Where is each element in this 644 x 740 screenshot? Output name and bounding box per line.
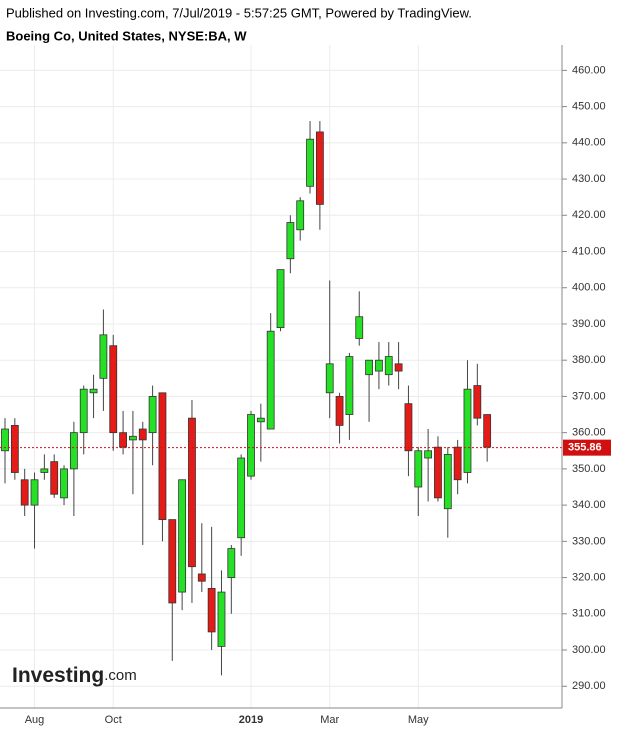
candle-body (40, 468, 49, 473)
candle-body (10, 425, 19, 473)
candle-body (247, 414, 255, 477)
candle-body (365, 359, 373, 376)
candle-body (443, 453, 452, 510)
y-tick-label: 390.00 (572, 318, 606, 330)
x-tick-label: Oct (105, 714, 122, 726)
candle-body (335, 396, 344, 426)
candle-body (315, 131, 324, 205)
candle-body (50, 461, 59, 495)
candle-body (168, 519, 177, 604)
instrument-title: Boeing Co, United States, NYSE:BA, W (6, 28, 247, 43)
candle-body (237, 457, 246, 539)
y-tick-label: 460.00 (572, 64, 606, 76)
candle-body (384, 356, 393, 376)
x-tick-label: May (408, 714, 429, 726)
candle-body (276, 269, 285, 328)
candle-body (99, 334, 108, 379)
candle-body (227, 548, 236, 578)
y-tick-label: 330.00 (572, 535, 606, 547)
candle-body (404, 403, 413, 452)
y-tick-label: 290.00 (572, 680, 606, 692)
logo-suffix: .com (104, 667, 137, 684)
y-tick-label: 370.00 (572, 390, 606, 402)
candle-body (129, 435, 137, 441)
y-tick-label: 360.00 (572, 427, 606, 439)
y-tick-label: 400.00 (572, 282, 606, 294)
candle-body (394, 363, 403, 372)
candle-body (483, 414, 492, 448)
y-tick-label: 410.00 (572, 245, 606, 257)
x-tick-label: 2019 (239, 714, 263, 726)
candle-body (286, 222, 295, 260)
y-tick-label: 450.00 (572, 100, 606, 112)
candle-body (69, 432, 78, 470)
candle-body (30, 479, 39, 506)
candle-body (463, 388, 472, 473)
x-tick-label: Mar (320, 714, 339, 726)
candle-body (158, 392, 167, 521)
candle-body (345, 356, 354, 415)
candle-body (375, 359, 383, 372)
candle-body (119, 432, 127, 448)
y-tick-label: 430.00 (572, 173, 606, 185)
candle-body (296, 200, 305, 231)
candle-body (325, 363, 334, 394)
candle-body (256, 417, 265, 423)
plot-area (0, 45, 567, 708)
y-tick-label: 340.00 (572, 499, 606, 511)
candle-body (355, 316, 364, 339)
logo-name: Investing (12, 664, 104, 687)
candle-body (89, 388, 98, 394)
candle-body (20, 479, 29, 506)
candle-body (424, 450, 433, 459)
candle-body (473, 385, 482, 419)
candle-body (138, 428, 147, 441)
y-tick-label: 380.00 (572, 354, 606, 366)
x-tick-label: Aug (25, 714, 45, 726)
candle-body (207, 588, 216, 633)
y-tick-label: 350.00 (572, 463, 606, 475)
candle-body (434, 446, 442, 499)
y-tick-label: 300.00 (572, 644, 606, 656)
candle-body (148, 396, 157, 434)
candle-body (1, 428, 9, 452)
last-price-box (563, 439, 611, 456)
candle-body (79, 388, 88, 434)
candle-body (306, 138, 314, 187)
candle-body (178, 479, 187, 593)
published-note: Published on Investing.com, 7/Jul/2019 -… (6, 5, 472, 20)
candle-body (453, 446, 462, 481)
logo: Investing.com (12, 664, 137, 687)
candle-body (197, 573, 206, 582)
y-tick-label: 420.00 (572, 209, 606, 221)
candle-body (60, 468, 68, 499)
candle-body (414, 450, 423, 488)
candle-body (109, 345, 118, 434)
candle-body (217, 591, 226, 647)
candle-body (188, 417, 196, 568)
y-tick-label: 440.00 (572, 137, 606, 149)
y-tick-label: 310.00 (572, 608, 606, 620)
candle-body (266, 330, 275, 430)
last-price-label: 355.86 (568, 442, 602, 454)
y-tick-label: 320.00 (572, 571, 606, 583)
